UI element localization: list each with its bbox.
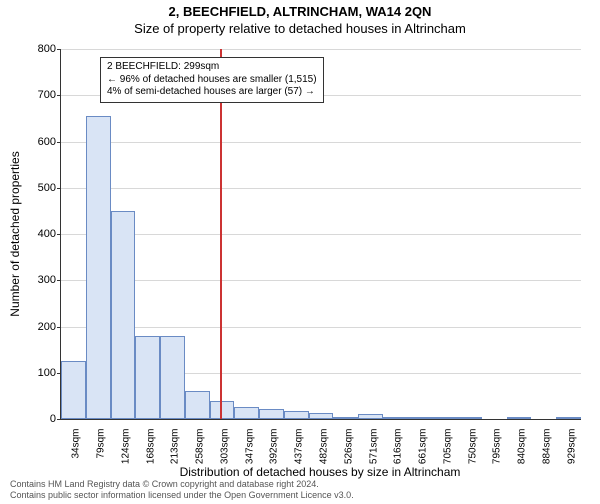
info-line-smaller: ← 96% of detached houses are smaller (1,… [107,74,317,87]
info-callout-box: 2 BEECHFIELD: 299sqm ← 96% of detached h… [100,57,324,103]
y-tick-label: 100 [26,367,56,379]
histogram-bar [556,417,581,419]
info-line-property: 2 BEECHFIELD: 299sqm [107,61,317,74]
y-tick-label: 800 [26,43,56,55]
y-tick [57,234,61,235]
x-tick-label: 79sqm [96,429,107,479]
y-tick-label: 700 [26,89,56,101]
histogram-chart: 010020030040050060070080034sqm79sqm124sq… [60,49,580,419]
gridline [61,280,581,281]
x-tick-label: 168sqm [145,429,156,479]
y-axis-label: Number of detached properties [8,151,22,316]
footer-line-licence: Contains public sector information licen… [10,490,590,501]
x-tick-label: 750sqm [467,429,478,479]
y-tick [57,419,61,420]
histogram-bar [358,414,383,419]
plot-area: 010020030040050060070080034sqm79sqm124sq… [60,49,581,420]
y-tick [57,95,61,96]
histogram-bar [185,391,210,419]
x-tick-label: 884sqm [541,429,552,479]
x-axis-label: Distribution of detached houses by size … [180,465,461,479]
y-tick-label: 400 [26,228,56,240]
histogram-bar [86,116,111,419]
gridline [61,142,581,143]
x-tick-label: 840sqm [517,429,528,479]
title-subtitle: Size of property relative to detached ho… [0,21,600,36]
attribution-footer: Contains HM Land Registry data © Crown c… [10,479,590,501]
histogram-bar [507,417,532,419]
histogram-bar [111,211,136,419]
histogram-bar [160,336,185,419]
histogram-bar [234,407,259,419]
histogram-bar [408,417,433,419]
gridline [61,234,581,235]
y-tick [57,188,61,189]
y-tick-label: 0 [26,413,56,425]
histogram-bar [309,413,334,419]
property-marker-line [220,49,222,419]
histogram-bar [432,417,457,419]
y-tick-label: 600 [26,136,56,148]
x-tick-label: 124sqm [120,429,131,479]
histogram-bar [61,361,86,419]
footer-line-copyright: Contains HM Land Registry data © Crown c… [10,479,590,490]
histogram-bar [457,417,482,419]
histogram-bar [383,417,408,419]
y-tick [57,280,61,281]
x-tick-label: 34sqm [71,429,82,479]
histogram-bar [259,409,284,419]
gridline [61,49,581,50]
gridline [61,327,581,328]
x-tick-label: 929sqm [566,429,577,479]
y-tick [57,142,61,143]
gridline [61,188,581,189]
y-tick-label: 500 [26,182,56,194]
histogram-bar [135,336,160,419]
histogram-bar [333,417,358,419]
title-address: 2, BEECHFIELD, ALTRINCHAM, WA14 2QN [0,4,600,19]
y-tick-label: 300 [26,274,56,286]
x-tick-label: 795sqm [492,429,503,479]
y-tick [57,49,61,50]
y-tick [57,327,61,328]
info-line-larger: 4% of semi-detached houses are larger (5… [107,86,317,99]
histogram-bar [284,411,309,419]
y-tick-label: 200 [26,321,56,333]
